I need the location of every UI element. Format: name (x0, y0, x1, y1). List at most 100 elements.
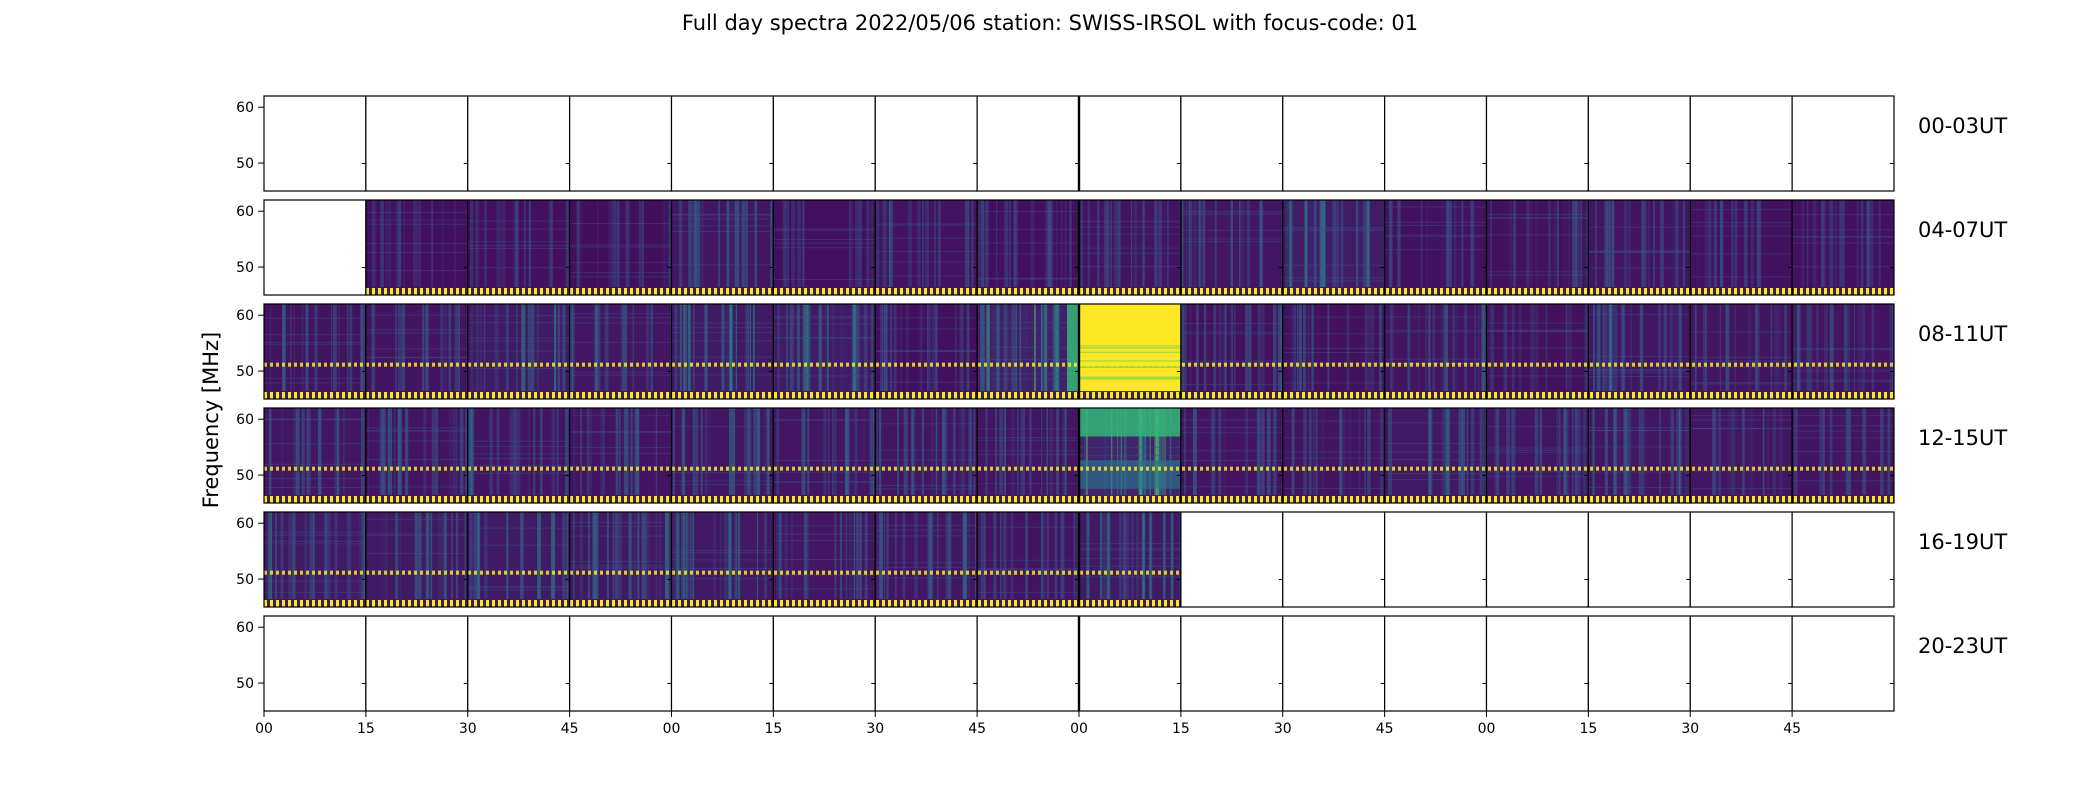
spectrogram-band (1384, 459, 1487, 461)
spectrogram-stripe (1822, 408, 1825, 495)
spectrogram-stripe (964, 200, 967, 287)
spectrogram-stripe (1189, 200, 1193, 287)
x-tick-label: 15 (764, 721, 782, 737)
spectrogram-stripe (1445, 408, 1449, 495)
spectrogram-stripe (527, 304, 531, 391)
spectrogram-stripe (513, 408, 517, 495)
spectrogram-stripe (1889, 304, 1892, 391)
spectrogram-stripe (469, 408, 473, 495)
spectrogram-band (569, 246, 672, 248)
spectrogram-stripe (1117, 200, 1121, 287)
spectrogram-band (1588, 267, 1691, 269)
calibration-stripe (1792, 392, 1894, 399)
spectrogram-stripe (871, 304, 874, 391)
spectrogram-stripe (324, 512, 328, 599)
spectrogram-stripe (1718, 408, 1721, 495)
spectrogram-panel (1180, 408, 1283, 503)
spectrogram-stripe (1288, 200, 1293, 287)
spectrogram-band (875, 350, 978, 352)
spectrogram-stripe (675, 512, 680, 599)
spectrogram-band (1792, 437, 1894, 439)
spectrogram-stripe (697, 200, 701, 287)
spectrogram-stripe (1106, 512, 1111, 599)
spectrogram-band (773, 533, 876, 535)
spectrogram-stripe (672, 408, 675, 495)
empty-panel (671, 616, 774, 711)
spectrogram-stripe (1669, 304, 1672, 391)
spectrogram-stripe (689, 512, 692, 599)
calibration-stripe (1588, 288, 1691, 295)
spectrogram-stripe (464, 512, 467, 599)
radio-burst-band (1079, 360, 1181, 362)
spectrogram-stripe (269, 408, 272, 495)
spectrogram-stripe (346, 512, 348, 599)
spectrogram-stripe (567, 200, 570, 287)
spectrogram-band (467, 350, 570, 352)
spectrogram-stripe (1349, 408, 1351, 495)
spectrogram-stripe (1696, 408, 1698, 495)
spectrogram-band (977, 373, 1079, 375)
spectrogram-band (365, 251, 468, 253)
spectrogram-stripe (778, 512, 782, 599)
spectrogram-stripe (338, 304, 340, 391)
spectrogram-band (1079, 233, 1181, 235)
spectrogram-stripe (804, 304, 809, 391)
spectrogram-band (467, 458, 570, 460)
spectrogram-stripe (1613, 408, 1618, 495)
spectrogram-band (977, 591, 1079, 593)
burst-onset (1067, 304, 1079, 391)
spectrogram-stripe (1532, 304, 1536, 391)
spectrogram-band (1792, 381, 1894, 383)
spectrogram-stripe (1518, 304, 1522, 391)
spectrogram-stripe (1648, 200, 1650, 287)
spectrogram-stripe (1506, 408, 1510, 495)
spectrogram-stripe (832, 408, 834, 495)
calibration-stripe (773, 392, 876, 399)
spectrogram-stripe (573, 408, 576, 495)
spectrogram-band (365, 348, 468, 350)
spectrogram-stripe (1125, 512, 1130, 599)
interference-line (467, 570, 570, 575)
spectrogram-band (365, 314, 468, 316)
spectrogram-stripe (1142, 512, 1145, 599)
spectrogram-stripe (1575, 200, 1577, 287)
spectrogram-stripe (561, 304, 564, 391)
spectrogram-band (773, 337, 876, 339)
spectrogram-stripe (1186, 200, 1188, 287)
spectrogram-stripe (1045, 200, 1047, 287)
spectrogram-stripe (1821, 408, 1825, 495)
spectrogram-stripe (786, 304, 788, 391)
spectrogram-stripe (1033, 304, 1037, 391)
spectrogram-band (569, 223, 672, 225)
spectrogram-band (773, 317, 876, 319)
spectrogram-stripe (704, 304, 708, 391)
spectrogram-band (264, 478, 366, 480)
spectrogram-band (875, 577, 978, 579)
spectrogram-band (773, 481, 876, 483)
spectrogram-stripe (1182, 200, 1184, 287)
spectrogram-stripe (484, 512, 488, 599)
spectrogram-band (569, 374, 672, 376)
spectrogram-stripe (1566, 408, 1569, 495)
spectrogram-stripe (922, 200, 924, 287)
spectrogram-band (977, 526, 1079, 528)
spectrogram-stripe (1003, 408, 1006, 495)
spectrogram-stripe (1443, 304, 1447, 391)
spectrogram-band (977, 228, 1079, 230)
spectrogram-band (1282, 230, 1385, 232)
spectrogram-stripe (598, 304, 601, 391)
spectrogram-band (977, 439, 1079, 441)
spectrogram-stripe (1511, 304, 1516, 391)
spectrogram-stripe (1223, 408, 1226, 495)
spectrogram-band (569, 261, 672, 263)
spectrogram-stripe (860, 512, 862, 599)
spectrogram-stripe (1563, 408, 1566, 495)
spectrogram-stripe (358, 512, 363, 599)
calibration-stripe (1079, 600, 1181, 607)
spectrogram-stripe (1548, 200, 1551, 287)
spectrogram-stripe (364, 304, 366, 391)
spectrogram-stripe (1682, 200, 1686, 287)
spectrogram-stripe (453, 304, 457, 391)
spectrogram-band (977, 277, 1079, 279)
spectrogram-band (1588, 313, 1691, 315)
